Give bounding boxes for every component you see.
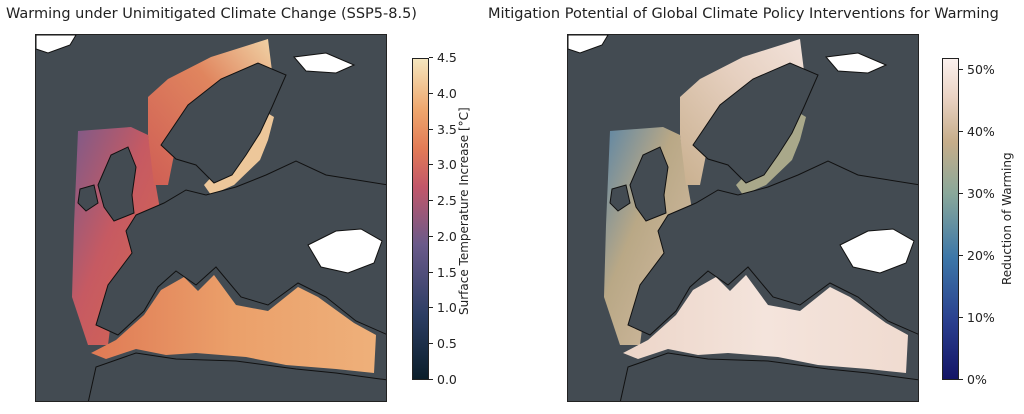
colorbar-tick-label: 3.5 xyxy=(429,121,457,137)
colorbar-tick-label: 2.0 xyxy=(429,228,457,244)
ireland-land xyxy=(77,184,99,212)
mitigation-colorbar-label: Reduction of Warming xyxy=(1000,152,1014,285)
continent-land xyxy=(95,160,386,336)
black-sea xyxy=(307,228,383,274)
colorbar-tick-label: 50% xyxy=(959,62,995,78)
mediterranean-sea-field xyxy=(91,275,376,373)
great-britain-land xyxy=(97,146,137,222)
colorbar-tick-label: 3.0 xyxy=(429,157,457,173)
north-africa-land xyxy=(87,352,386,401)
black-sea xyxy=(839,228,915,274)
arctic-white-2 xyxy=(825,52,888,74)
scandinavia-land xyxy=(160,62,287,184)
north-africa-land xyxy=(619,352,918,401)
mitigation-colorbar xyxy=(942,58,959,380)
colorbar-tick-label: 1.0 xyxy=(429,300,457,316)
atlantic-sea-field xyxy=(604,127,693,345)
mitigation-map xyxy=(567,34,919,402)
ireland-land xyxy=(609,184,631,212)
arctic-white-2 xyxy=(293,52,356,74)
right-panel-title: Mitigation Potential of Global Climate P… xyxy=(488,6,999,22)
colorbar-tick-label: 20% xyxy=(959,248,995,264)
great-britain-land xyxy=(629,146,669,222)
warming-colorbar xyxy=(412,58,429,380)
warming-map xyxy=(35,34,387,402)
colorbar-tick-label: 4.5 xyxy=(429,50,457,65)
continent-land xyxy=(627,160,918,336)
atlantic-sea-field xyxy=(72,127,161,345)
arctic-white xyxy=(568,35,609,54)
colorbar-tick-label: 4.0 xyxy=(429,85,457,101)
colorbar-tick-label: 10% xyxy=(959,310,995,326)
left-panel-title: Warming under Unimitigated Climate Chang… xyxy=(6,6,417,22)
colorbar-tick-label: 1.5 xyxy=(429,264,457,280)
warming-colorbar-label: Surface Temperature Increase [°C] xyxy=(457,107,471,315)
colorbar-tick-label: 30% xyxy=(959,186,995,202)
scandinavia-land xyxy=(692,62,819,184)
arctic-white xyxy=(36,35,77,54)
colorbar-tick-label: 0.5 xyxy=(429,336,457,352)
colorbar-tick-label: 0.0 xyxy=(429,372,457,387)
colorbar-tick-label: 2.5 xyxy=(429,193,457,209)
colorbar-tick-label: 0% xyxy=(959,372,987,387)
colorbar-tick-label: 40% xyxy=(959,124,995,140)
mediterranean-sea-field xyxy=(623,275,908,373)
